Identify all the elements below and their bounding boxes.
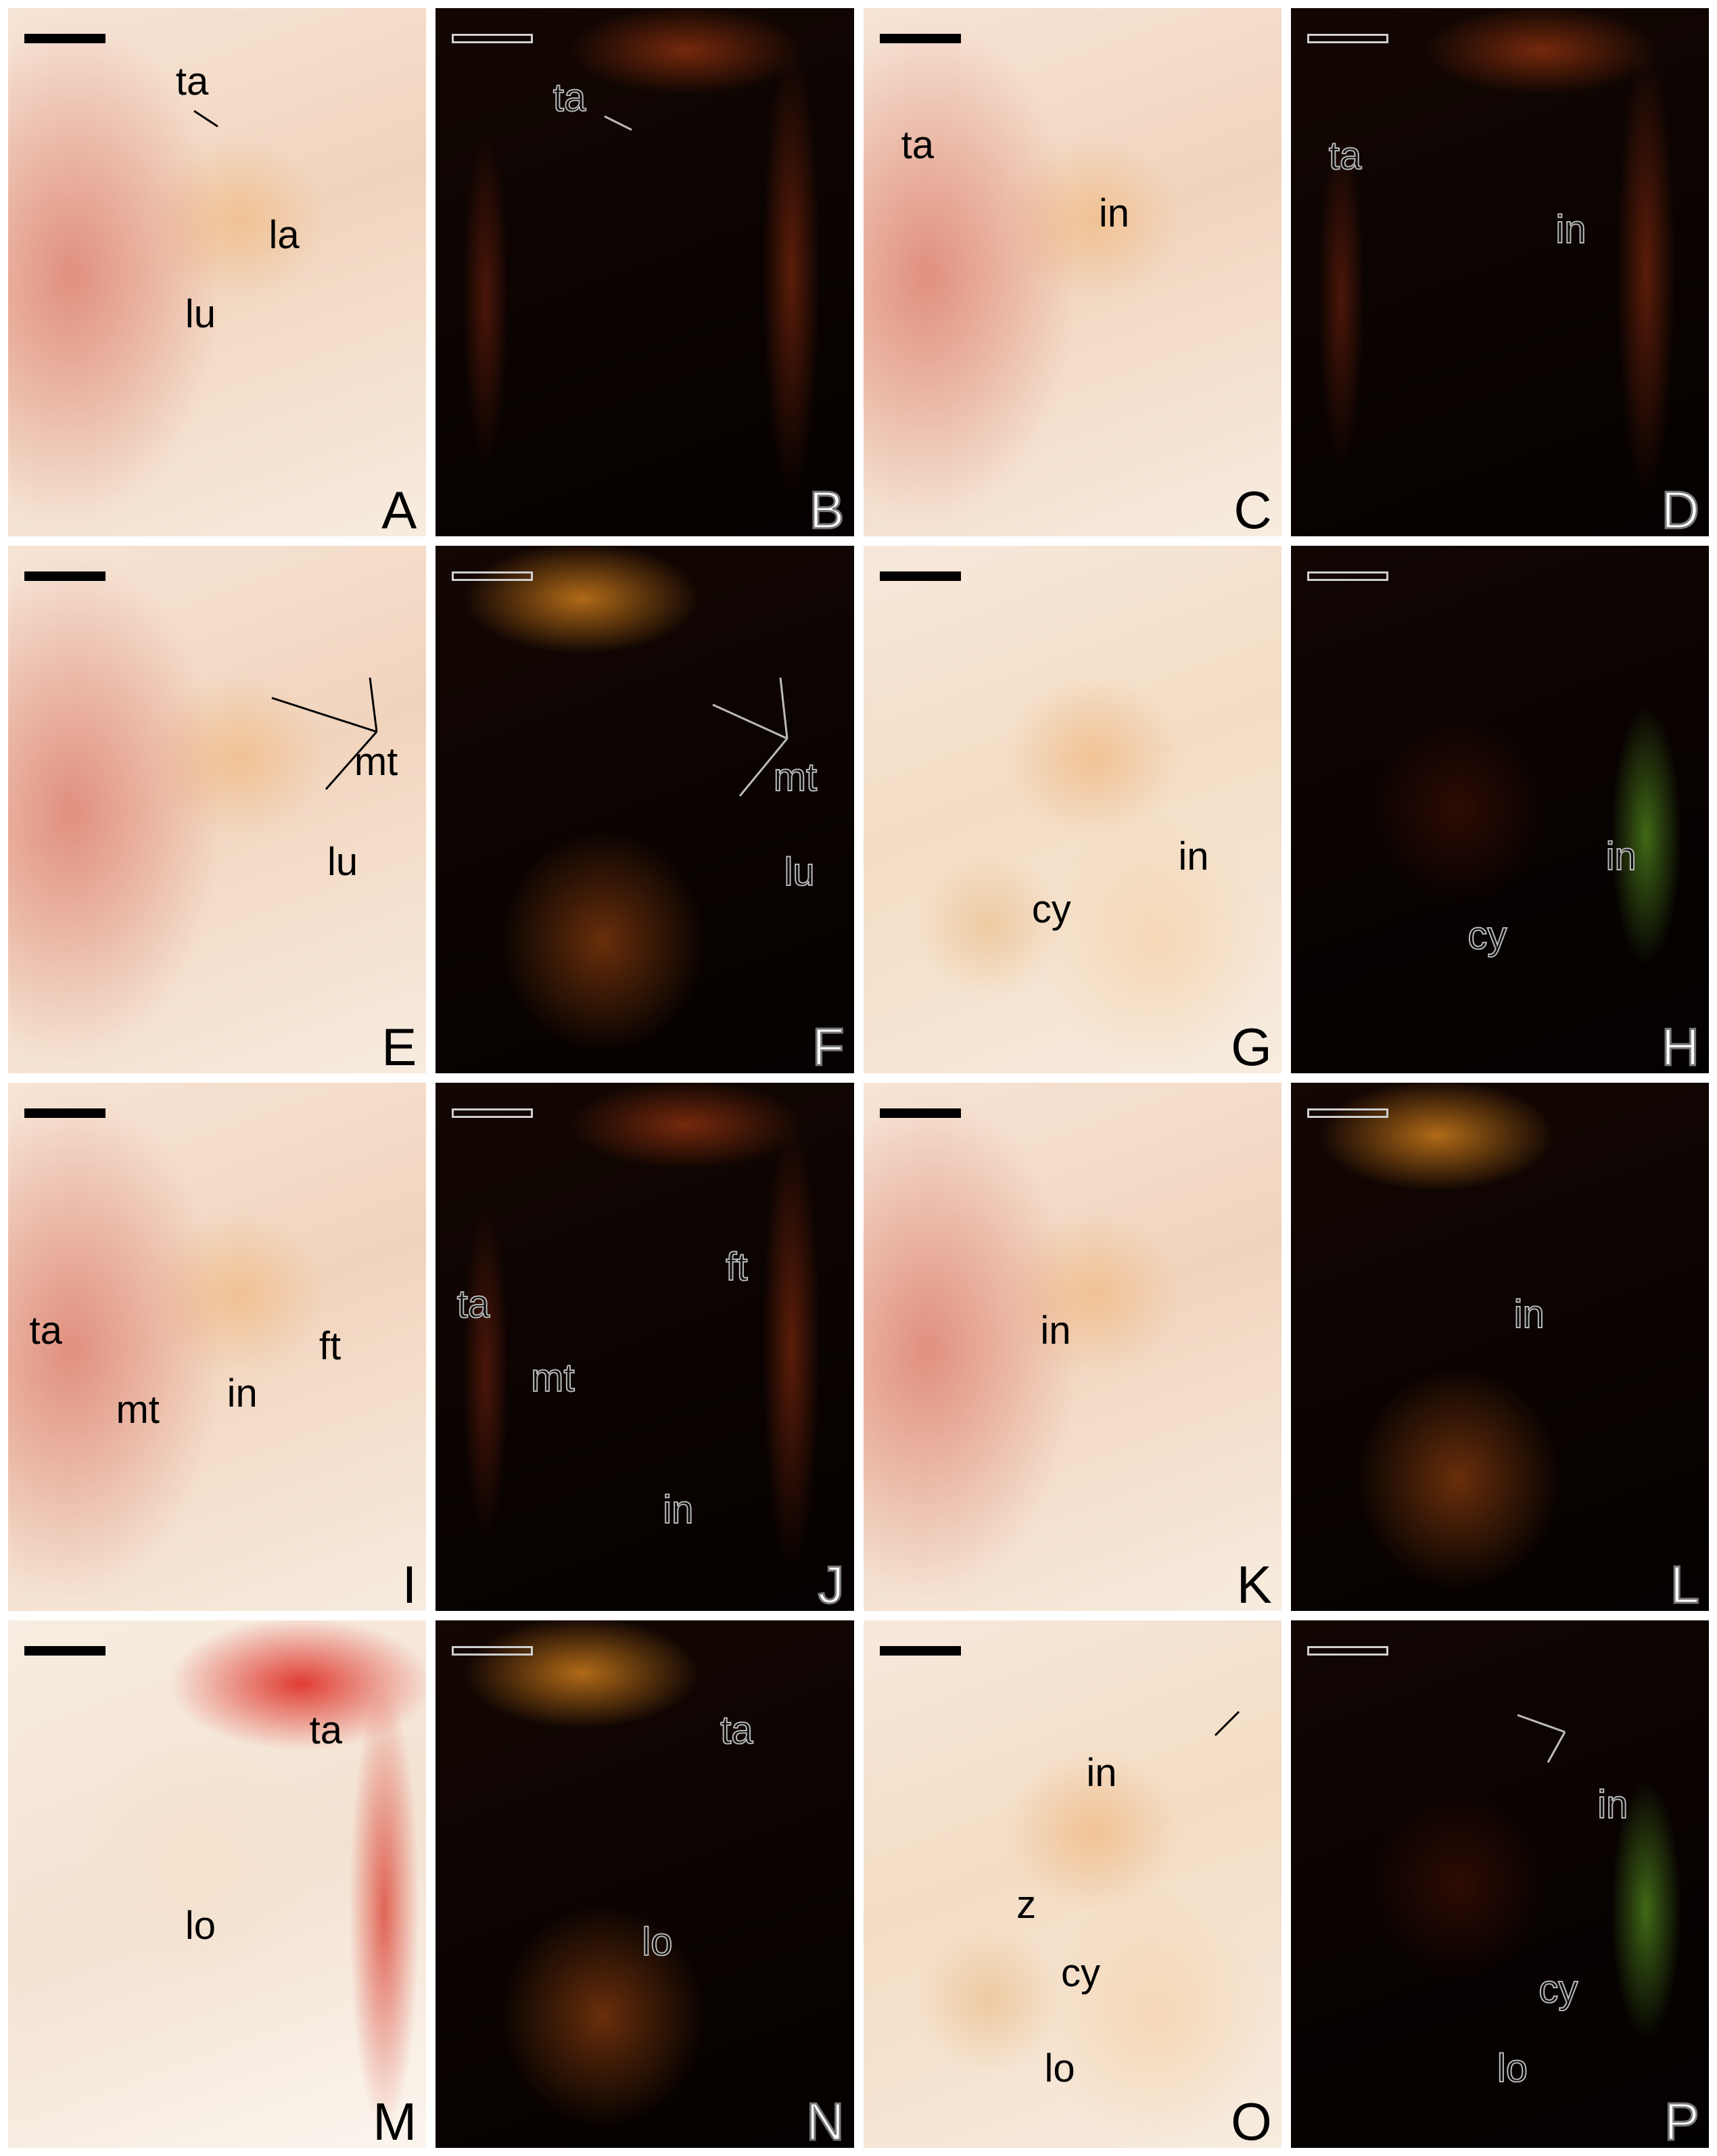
label-in: in [1555, 207, 1586, 252]
panel-letter: O [1231, 2092, 1272, 2148]
panel-o: in z cy lo O [863, 1620, 1281, 2148]
panel-m: ta lo M [8, 1620, 427, 2148]
scale-bar [452, 1645, 534, 1656]
scale-bar [24, 1645, 105, 1656]
label-mt: mt [530, 1356, 575, 1401]
panel-n: ta lo N [436, 1620, 854, 2149]
panel-j: ta mt ft in J [436, 1083, 854, 1611]
scale-bar [452, 1108, 534, 1118]
label-ta: ta [175, 60, 209, 104]
panel-letter: C [1233, 479, 1272, 536]
leader-lines [271, 677, 378, 790]
label-ta: ta [29, 1308, 62, 1353]
scale-bar [24, 571, 105, 581]
panel-c: ta in C [863, 8, 1281, 536]
label-lu: lu [185, 291, 216, 336]
label-lo: lo [185, 1904, 216, 1948]
scale-bar [879, 1108, 961, 1118]
panel-letter: D [1660, 479, 1700, 536]
label-lo: lo [1497, 2046, 1528, 2090]
label-in: in [1597, 1782, 1628, 1827]
scale-bar [452, 571, 534, 581]
panel-b: ta B [436, 8, 854, 536]
label-mt: mt [773, 755, 818, 799]
label-in: in [662, 1488, 694, 1532]
label-ft: ft [319, 1324, 342, 1369]
label-mt: mt [354, 739, 398, 784]
panel-d: ta in D [1290, 8, 1709, 536]
panel-letter: L [1669, 1554, 1700, 1611]
label-mt: mt [116, 1387, 160, 1432]
label-ta: ta [720, 1708, 753, 1753]
label-z: z [1016, 1882, 1037, 1927]
panel-letter: F [811, 1017, 845, 1074]
panel-letter: J [817, 1554, 845, 1611]
leader-lines [193, 110, 218, 128]
scale-bar [879, 1645, 961, 1656]
panel-letter: M [373, 2092, 417, 2148]
label-cy: cy [1538, 1967, 1578, 2011]
scale-bar [879, 34, 961, 43]
label-lo: lo [641, 1919, 673, 1964]
label-in: in [1178, 834, 1209, 878]
panel-g: in cy G [863, 545, 1281, 1073]
panel-p: in cy lo P [1290, 1620, 1709, 2149]
label-la: la [268, 212, 300, 257]
label-in: in [1040, 1308, 1071, 1353]
label-in: in [1086, 1750, 1117, 1795]
scale-bar [1307, 1645, 1388, 1656]
label-ta: ta [456, 1282, 490, 1326]
panel-letter: N [805, 2092, 845, 2149]
label-in: in [227, 1372, 258, 1416]
panel-letter: G [1231, 1017, 1272, 1073]
panel-letter: B [808, 479, 845, 536]
label-cy: cy [1060, 1951, 1100, 1996]
label-cy: cy [1031, 887, 1071, 932]
panel-e: mt lu E [8, 545, 427, 1073]
label-ta: ta [1328, 133, 1362, 178]
panel-l: in L [1290, 1083, 1709, 1611]
panel-letter: P [1663, 2092, 1700, 2149]
label-ta: ta [309, 1708, 343, 1753]
label-in: in [1513, 1292, 1545, 1337]
label-lu: lu [784, 850, 816, 895]
scale-bar [879, 571, 961, 581]
label-lu: lu [327, 839, 358, 884]
panel-h: in cy H [1290, 545, 1709, 1074]
label-in: in [1605, 834, 1637, 878]
panel-i: ta mt in ft I [8, 1083, 427, 1611]
label-lo: lo [1044, 2046, 1075, 2090]
scale-bar [24, 34, 105, 43]
scale-bar [1307, 34, 1388, 43]
scale-bar [1307, 1108, 1388, 1118]
panel-letter: K [1236, 1554, 1272, 1611]
scale-bar [1307, 571, 1388, 581]
panel-k: in K [863, 1083, 1281, 1611]
panel-a: ta la lu A [8, 8, 427, 536]
scale-bar [24, 1108, 105, 1118]
leader-lines [712, 677, 789, 797]
label-in: in [1098, 191, 1130, 236]
label-ft: ft [725, 1245, 748, 1290]
panel-letter: E [381, 1017, 417, 1073]
panel-letter: H [1660, 1017, 1700, 1074]
scale-bar [452, 34, 534, 43]
label-ta: ta [901, 122, 935, 167]
label-ta: ta [552, 75, 586, 120]
leader-lines [604, 115, 632, 131]
label-cy: cy [1467, 914, 1507, 958]
panel-f: mt lu F [436, 545, 854, 1074]
panel-letter: I [402, 1554, 417, 1611]
panel-letter: A [381, 479, 417, 536]
